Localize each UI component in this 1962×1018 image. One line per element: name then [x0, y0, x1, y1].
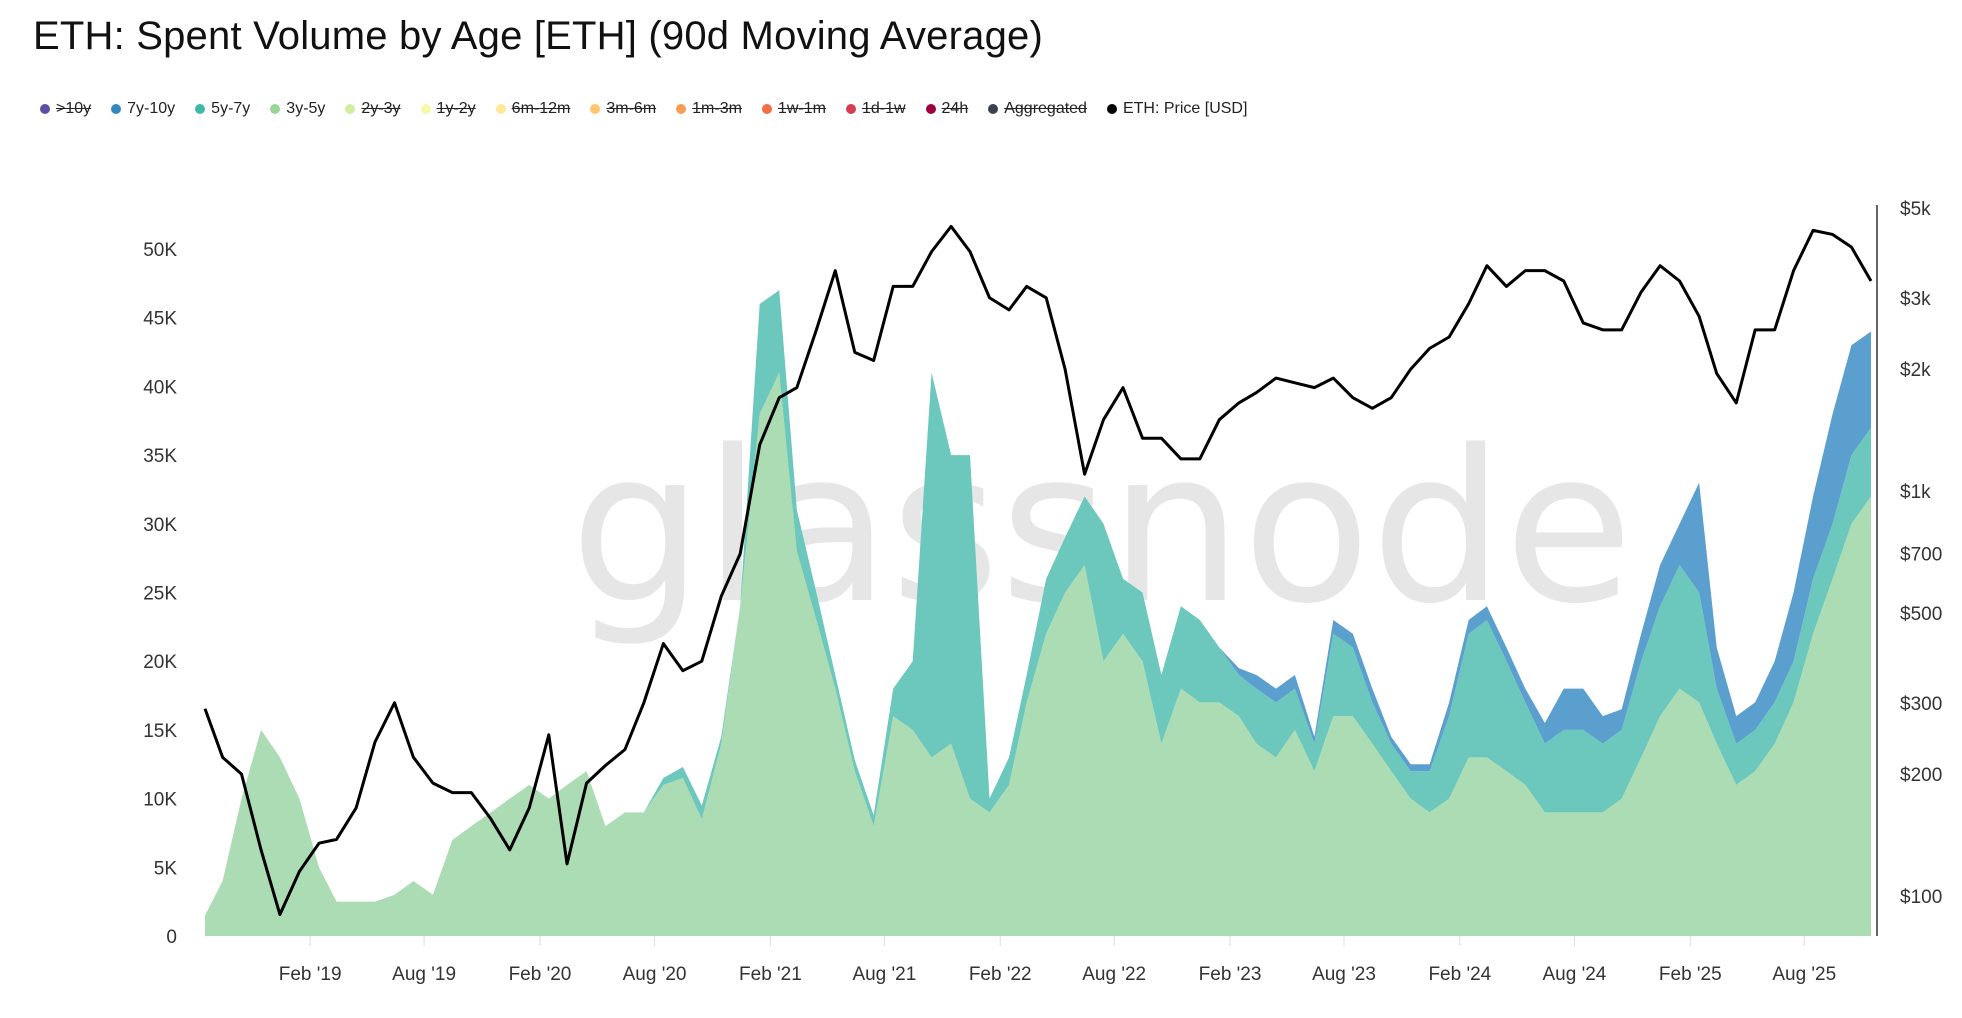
- legend-item[interactable]: 1d-1w: [845, 100, 906, 118]
- y-right-tick-label: $700: [1900, 545, 1942, 566]
- legend-label: >10y: [56, 100, 92, 117]
- y-left-tick-label: 5K: [154, 858, 178, 879]
- y-right-tick-label: $100: [1900, 887, 1942, 908]
- legend-dot-icon: [590, 104, 601, 114]
- y-right-tick-label: $200: [1900, 765, 1942, 786]
- legend-dot-icon: [495, 104, 506, 114]
- legend-item[interactable]: 3y-5y: [270, 100, 325, 118]
- x-tick-label: Feb '19: [279, 964, 342, 985]
- legend-label: ETH: Price [USD]: [1122, 100, 1248, 117]
- y-left-tick-label: 25K: [143, 584, 177, 605]
- legend-dot-icon: [345, 104, 356, 114]
- legend-label: 1d-1w: [861, 100, 906, 117]
- y-right-tick-label: $500: [1900, 604, 1942, 625]
- chart-title: ETH: Spent Volume by Age [ETH] (90d Movi…: [33, 14, 1043, 58]
- y-right-tick-label: $2k: [1900, 360, 1931, 381]
- y-left-tick-label: 50K: [143, 240, 177, 261]
- area-5y-7y: [205, 290, 1871, 916]
- x-tick-label: Feb '23: [1199, 964, 1262, 985]
- legend-label: 7y-10y: [127, 100, 176, 117]
- legend-item[interactable]: 3m-6m: [590, 100, 656, 118]
- legend-dot-icon: [845, 104, 856, 114]
- legend-label: 5y-7y: [211, 100, 251, 117]
- price-line: [203, 224, 1873, 917]
- legend-label: 1m-3m: [692, 100, 742, 117]
- legend-item[interactable]: >10y: [40, 100, 91, 118]
- legend-item[interactable]: 24h: [925, 100, 969, 118]
- legend-dot-icon: [988, 104, 999, 114]
- y-left-tick-label: 35K: [143, 446, 177, 467]
- legend: >10y 7y-10y 5y-7y 3y-5y 2y-3y 1y-2y 6m-12m 3m-6…: [40, 100, 1267, 118]
- y-left-tick-label: 10K: [143, 790, 177, 811]
- legend-item[interactable]: 6m-12m: [495, 100, 571, 118]
- y-right-tick-label: $300: [1900, 694, 1942, 715]
- legend-dot-icon: [925, 104, 936, 114]
- legend-label: 1y-2y: [436, 100, 476, 117]
- legend-dot-icon: [1106, 104, 1117, 114]
- y-left-tick-label: 20K: [143, 652, 177, 673]
- y-right-tick-label: $1k: [1900, 482, 1931, 503]
- legend-item[interactable]: 1m-3m: [676, 100, 742, 118]
- x-tick-label: Aug '24: [1543, 964, 1607, 985]
- y-left-tick-label: 15K: [143, 721, 177, 742]
- legend-label: 1w-1m: [777, 100, 826, 117]
- legend-item[interactable]: 2y-3y: [345, 100, 401, 118]
- legend-label: Aggregated: [1004, 100, 1087, 117]
- legend-label: 2y-3y: [361, 100, 401, 117]
- y-left-tick-label: 45K: [143, 309, 177, 330]
- legend-dot-icon: [40, 104, 50, 114]
- y-right-tick-label: $5k: [1900, 199, 1931, 220]
- legend-item[interactable]: Aggregated: [988, 100, 1087, 118]
- y-right-tick-label: $3k: [1900, 289, 1931, 310]
- legend-label: 6m-12m: [511, 100, 571, 117]
- legend-item[interactable]: ETH: Price [USD]: [1106, 100, 1248, 118]
- legend-dot-icon: [676, 104, 687, 114]
- x-tick-label: Aug '20: [623, 964, 687, 985]
- legend-dot-icon: [270, 104, 281, 114]
- y-left-tick-label: 40K: [143, 377, 177, 398]
- legend-item[interactable]: 5y-7y: [195, 100, 250, 118]
- legend-item[interactable]: 1w-1m: [761, 100, 826, 118]
- area-layers: [205, 290, 1871, 936]
- x-tick-label: Feb '22: [969, 964, 1032, 985]
- legend-label: 3m-6m: [606, 100, 657, 117]
- x-tick-label: Aug '22: [1082, 964, 1146, 985]
- legend-label: 24h: [941, 100, 969, 117]
- y-left-tick-label: 0: [166, 927, 177, 948]
- legend-item[interactable]: 7y-10y: [111, 100, 175, 118]
- x-tick-label: Feb '20: [509, 964, 572, 985]
- y-left-tick-label: 30K: [143, 515, 177, 536]
- x-tick-label: Aug '21: [852, 964, 916, 985]
- legend-label: 3y-5y: [286, 100, 326, 117]
- legend-dot-icon: [761, 104, 772, 114]
- legend-dot-icon: [111, 104, 122, 114]
- axes: 0 5K 10K 15K 20K 25K 30K 35K 40K 45K 50K $100 $200 $3…: [143, 199, 1942, 985]
- legend-dot-icon: [195, 104, 206, 114]
- x-tick-label: Feb '21: [739, 964, 802, 985]
- x-tick-label: Aug '23: [1312, 964, 1376, 985]
- price-line-group: [203, 224, 1873, 917]
- x-tick-label: Aug '25: [1772, 964, 1836, 985]
- legend-dot-icon: [420, 104, 431, 114]
- x-tick-label: Aug '19: [392, 964, 456, 985]
- area-3y-5y: [205, 372, 1871, 936]
- x-tick-label: Feb '25: [1659, 964, 1722, 985]
- x-tick-label: Feb '24: [1428, 964, 1491, 985]
- legend-item[interactable]: 1y-2y: [420, 100, 476, 118]
